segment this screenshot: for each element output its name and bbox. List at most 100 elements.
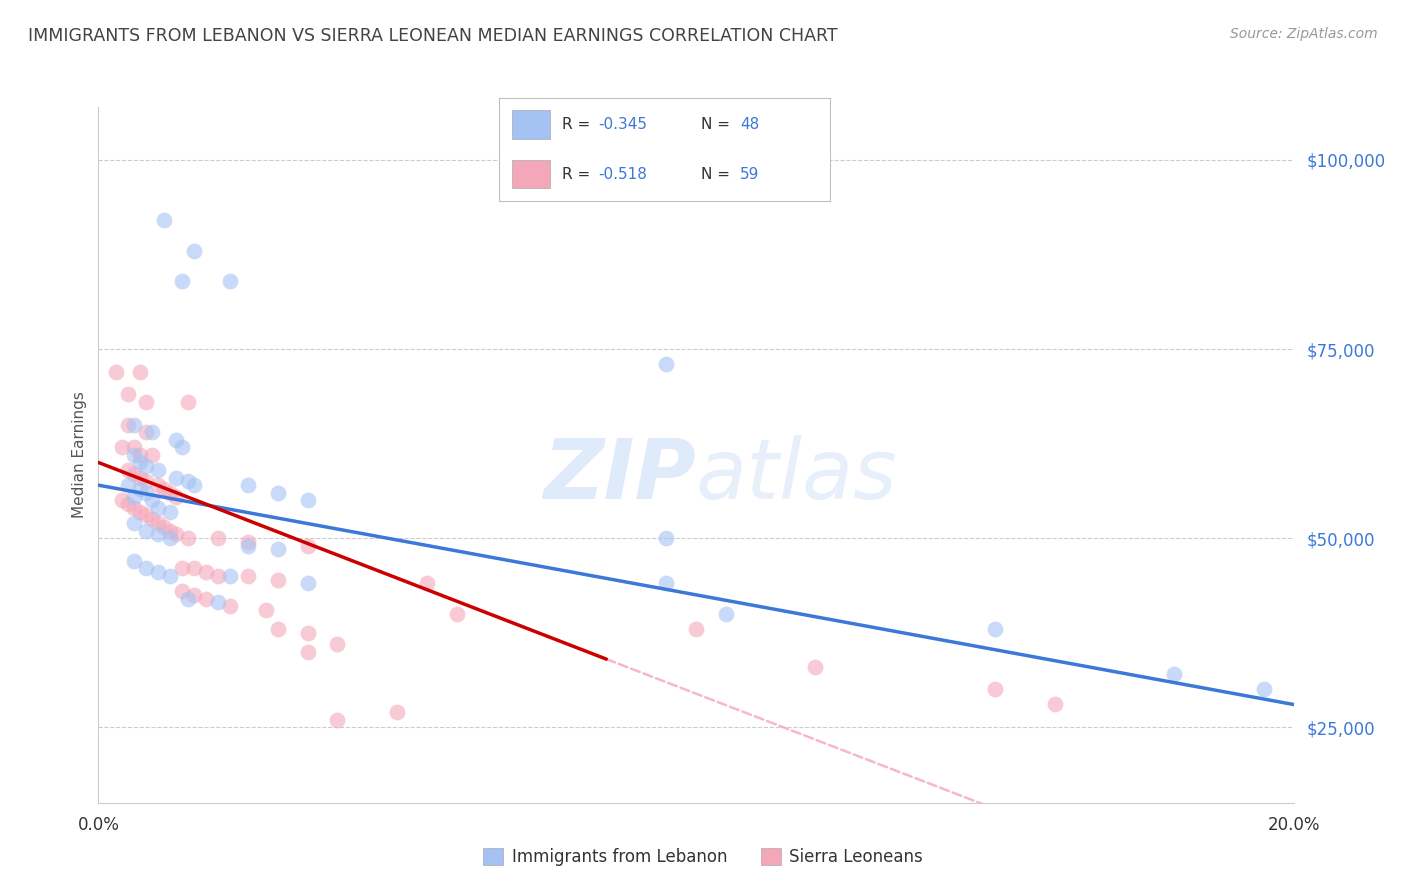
- Point: [983, 682, 1005, 697]
- Point: [129, 448, 152, 462]
- Point: [117, 463, 139, 477]
- Point: [124, 554, 146, 568]
- Point: [236, 539, 259, 553]
- Point: [141, 512, 163, 526]
- Point: [165, 490, 187, 504]
- Point: [172, 441, 194, 455]
- Point: [194, 591, 218, 606]
- Point: [177, 395, 200, 409]
- Point: [124, 448, 146, 462]
- Y-axis label: Median Earnings: Median Earnings: [72, 392, 87, 518]
- Point: [183, 478, 205, 492]
- Text: N =: N =: [700, 117, 734, 132]
- Point: [297, 539, 319, 553]
- FancyBboxPatch shape: [512, 111, 550, 139]
- Point: [124, 516, 146, 530]
- Text: atlas: atlas: [696, 435, 897, 516]
- Point: [124, 467, 146, 481]
- Point: [148, 527, 170, 541]
- Point: [297, 493, 319, 508]
- Text: -0.345: -0.345: [599, 117, 647, 132]
- Point: [129, 482, 152, 496]
- Point: [159, 505, 181, 519]
- Point: [135, 475, 157, 489]
- Point: [159, 531, 181, 545]
- Point: [124, 441, 146, 455]
- Point: [267, 542, 290, 557]
- Point: [207, 569, 229, 583]
- Point: [297, 644, 319, 658]
- Point: [326, 713, 349, 727]
- Point: [446, 607, 468, 621]
- Text: 48: 48: [741, 117, 759, 132]
- Text: ZIP: ZIP: [543, 435, 696, 516]
- Point: [714, 607, 737, 621]
- Point: [129, 470, 152, 484]
- Point: [135, 459, 157, 474]
- Text: -0.518: -0.518: [599, 167, 647, 182]
- Point: [117, 387, 139, 401]
- Point: [172, 274, 194, 288]
- Point: [148, 500, 170, 515]
- Point: [655, 357, 678, 371]
- Point: [267, 622, 290, 636]
- Point: [236, 478, 259, 492]
- Point: [148, 463, 170, 477]
- Point: [267, 485, 290, 500]
- Point: [267, 573, 290, 587]
- Point: [194, 565, 218, 579]
- Point: [804, 659, 827, 673]
- Point: [153, 482, 176, 496]
- Point: [153, 213, 176, 227]
- Point: [141, 493, 163, 508]
- Point: [159, 524, 181, 538]
- Point: [416, 576, 439, 591]
- Point: [326, 637, 349, 651]
- Point: [117, 417, 139, 432]
- Point: [219, 569, 242, 583]
- Point: [135, 485, 157, 500]
- Point: [159, 485, 181, 500]
- Point: [165, 470, 187, 484]
- Point: [219, 274, 242, 288]
- Point: [148, 516, 170, 530]
- Point: [177, 531, 200, 545]
- Point: [236, 534, 259, 549]
- Point: [129, 365, 152, 379]
- Point: [148, 565, 170, 579]
- Point: [207, 531, 229, 545]
- Legend: Immigrants from Lebanon, Sierra Leoneans: Immigrants from Lebanon, Sierra Leoneans: [475, 840, 931, 875]
- Point: [135, 395, 157, 409]
- Point: [117, 497, 139, 511]
- Point: [219, 599, 242, 614]
- Point: [105, 365, 128, 379]
- Point: [135, 508, 157, 523]
- Point: [297, 576, 319, 591]
- Point: [207, 595, 229, 609]
- FancyBboxPatch shape: [512, 160, 550, 188]
- Point: [236, 569, 259, 583]
- Text: 59: 59: [741, 167, 759, 182]
- Point: [153, 520, 176, 534]
- Point: [129, 505, 152, 519]
- Text: IMMIGRANTS FROM LEBANON VS SIERRA LEONEAN MEDIAN EARNINGS CORRELATION CHART: IMMIGRANTS FROM LEBANON VS SIERRA LEONEA…: [28, 27, 838, 45]
- Point: [685, 622, 707, 636]
- Point: [172, 584, 194, 599]
- Point: [326, 833, 349, 847]
- Point: [1043, 698, 1066, 712]
- Point: [124, 490, 146, 504]
- Point: [983, 622, 1005, 636]
- Point: [124, 500, 146, 515]
- Point: [135, 425, 157, 440]
- Point: [183, 588, 205, 602]
- Point: [159, 569, 181, 583]
- Point: [172, 561, 194, 575]
- Point: [117, 478, 139, 492]
- Point: [135, 524, 157, 538]
- Point: [177, 591, 200, 606]
- Point: [141, 425, 163, 440]
- Text: N =: N =: [700, 167, 734, 182]
- Point: [129, 455, 152, 469]
- Point: [655, 531, 678, 545]
- Point: [148, 478, 170, 492]
